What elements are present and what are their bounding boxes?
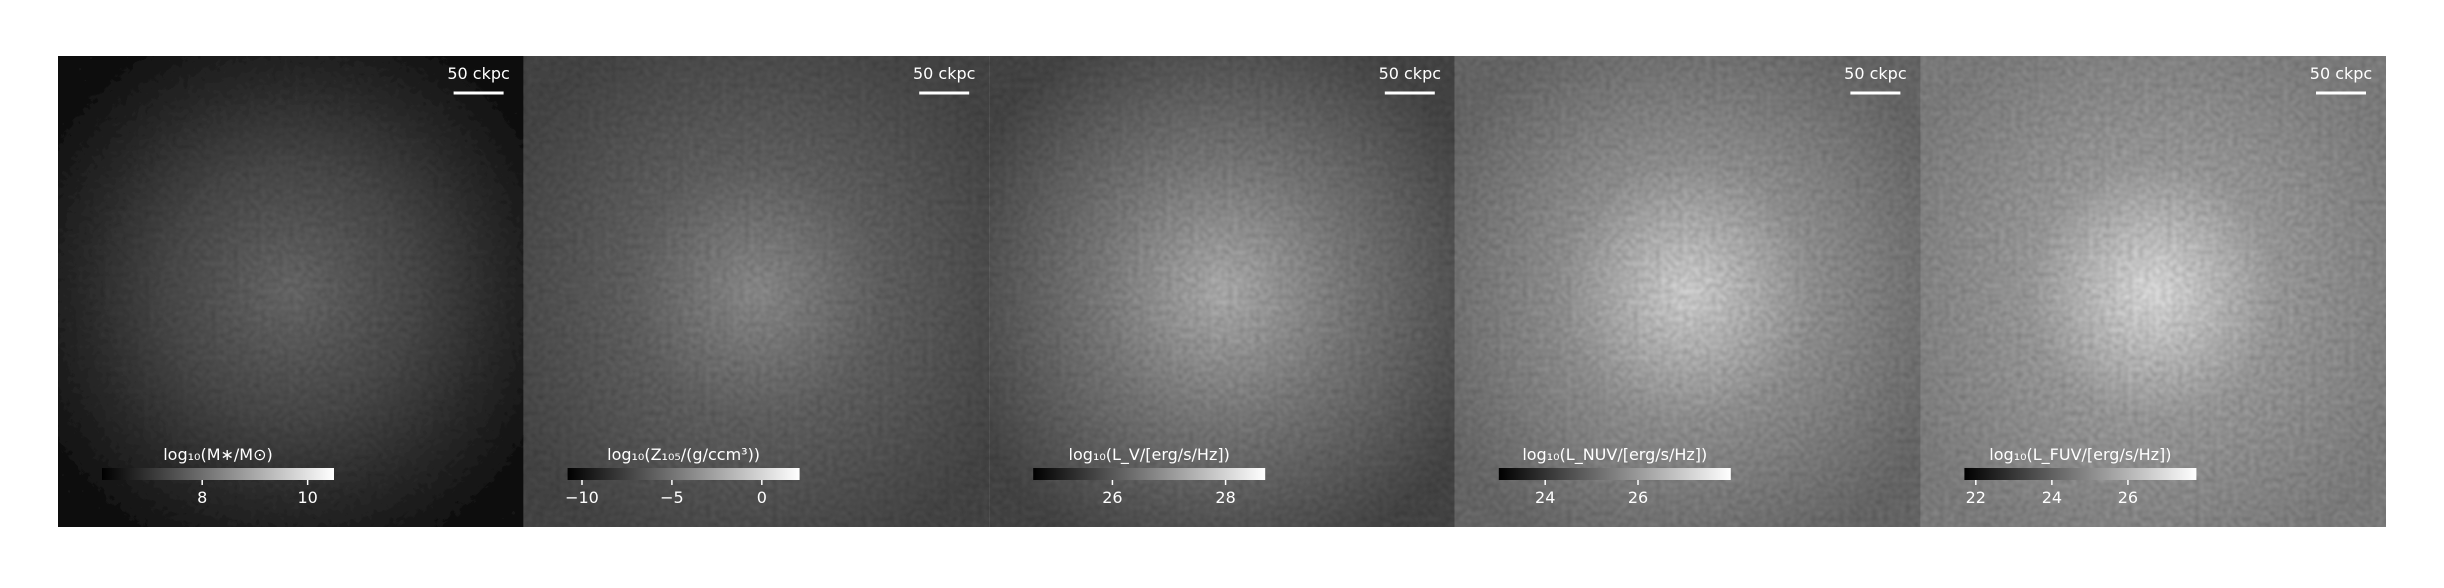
colorbar-tick-label: −10	[565, 488, 599, 507]
colorbar-tick-label: 24	[1535, 488, 1555, 507]
colorbar	[1498, 468, 1731, 480]
colorbar-tick-label: 0	[757, 488, 767, 507]
colorbar-label: log₁₀(L_NUV/[erg/s/Hz])	[1522, 445, 1707, 465]
scale-label: 50 ckpc	[1844, 64, 1906, 83]
image-map	[523, 56, 990, 527]
image-map	[58, 56, 524, 527]
colorbar-tick-label: 8	[197, 488, 207, 507]
image-map	[989, 56, 1455, 527]
colorbar	[1033, 468, 1266, 480]
colorbar	[102, 468, 334, 480]
colorbar-tick-label: 24	[2042, 488, 2062, 507]
colorbar-tick-label: 28	[1215, 488, 1235, 507]
panel: 50 ckpc log₁₀(Z₁₀₅/(g/ccm³)) −10 −5 0	[523, 56, 990, 527]
colorbar-tick-label: 26	[2118, 488, 2138, 507]
colorbar-label: log₁₀(Z₁₀₅/(g/ccm³))	[607, 445, 760, 464]
panel: 50 ckpc log₁₀(L_NUV/[erg/s/Hz]) 24 26	[1454, 56, 1921, 527]
scale-label: 50 ckpc	[447, 64, 509, 83]
colorbar-tick-label: 10	[297, 488, 317, 507]
image-map	[1920, 56, 2386, 527]
colorbar-label: log₁₀(M∗/M⊙)	[163, 445, 273, 464]
panel: 50 ckpc log₁₀(L_V/[erg/s/Hz]) 26 28	[989, 56, 1455, 527]
colorbar-tick-label: −5	[660, 488, 684, 507]
colorbar	[1964, 468, 2197, 480]
panel: 50 ckpc log₁₀(M∗/M⊙) 8 10	[58, 56, 524, 527]
colorbar	[567, 468, 800, 480]
colorbar-tick-label: 26	[1628, 488, 1648, 507]
image-map	[1454, 56, 1921, 527]
scale-label: 50 ckpc	[1379, 64, 1441, 83]
colorbar-label: log₁₀(L_V/[erg/s/Hz])	[1069, 445, 1230, 465]
colorbar-tick-label: 26	[1102, 488, 1122, 507]
scale-label: 50 ckpc	[2310, 64, 2372, 83]
scale-label: 50 ckpc	[913, 64, 975, 83]
colorbar-label: log₁₀(L_FUV/[erg/s/Hz])	[1989, 445, 2171, 465]
colorbar-tick-label: 22	[1966, 488, 1986, 507]
panel: 50 ckpc log₁₀(L_FUV/[erg/s/Hz]) 22 24 26	[1920, 56, 2386, 527]
